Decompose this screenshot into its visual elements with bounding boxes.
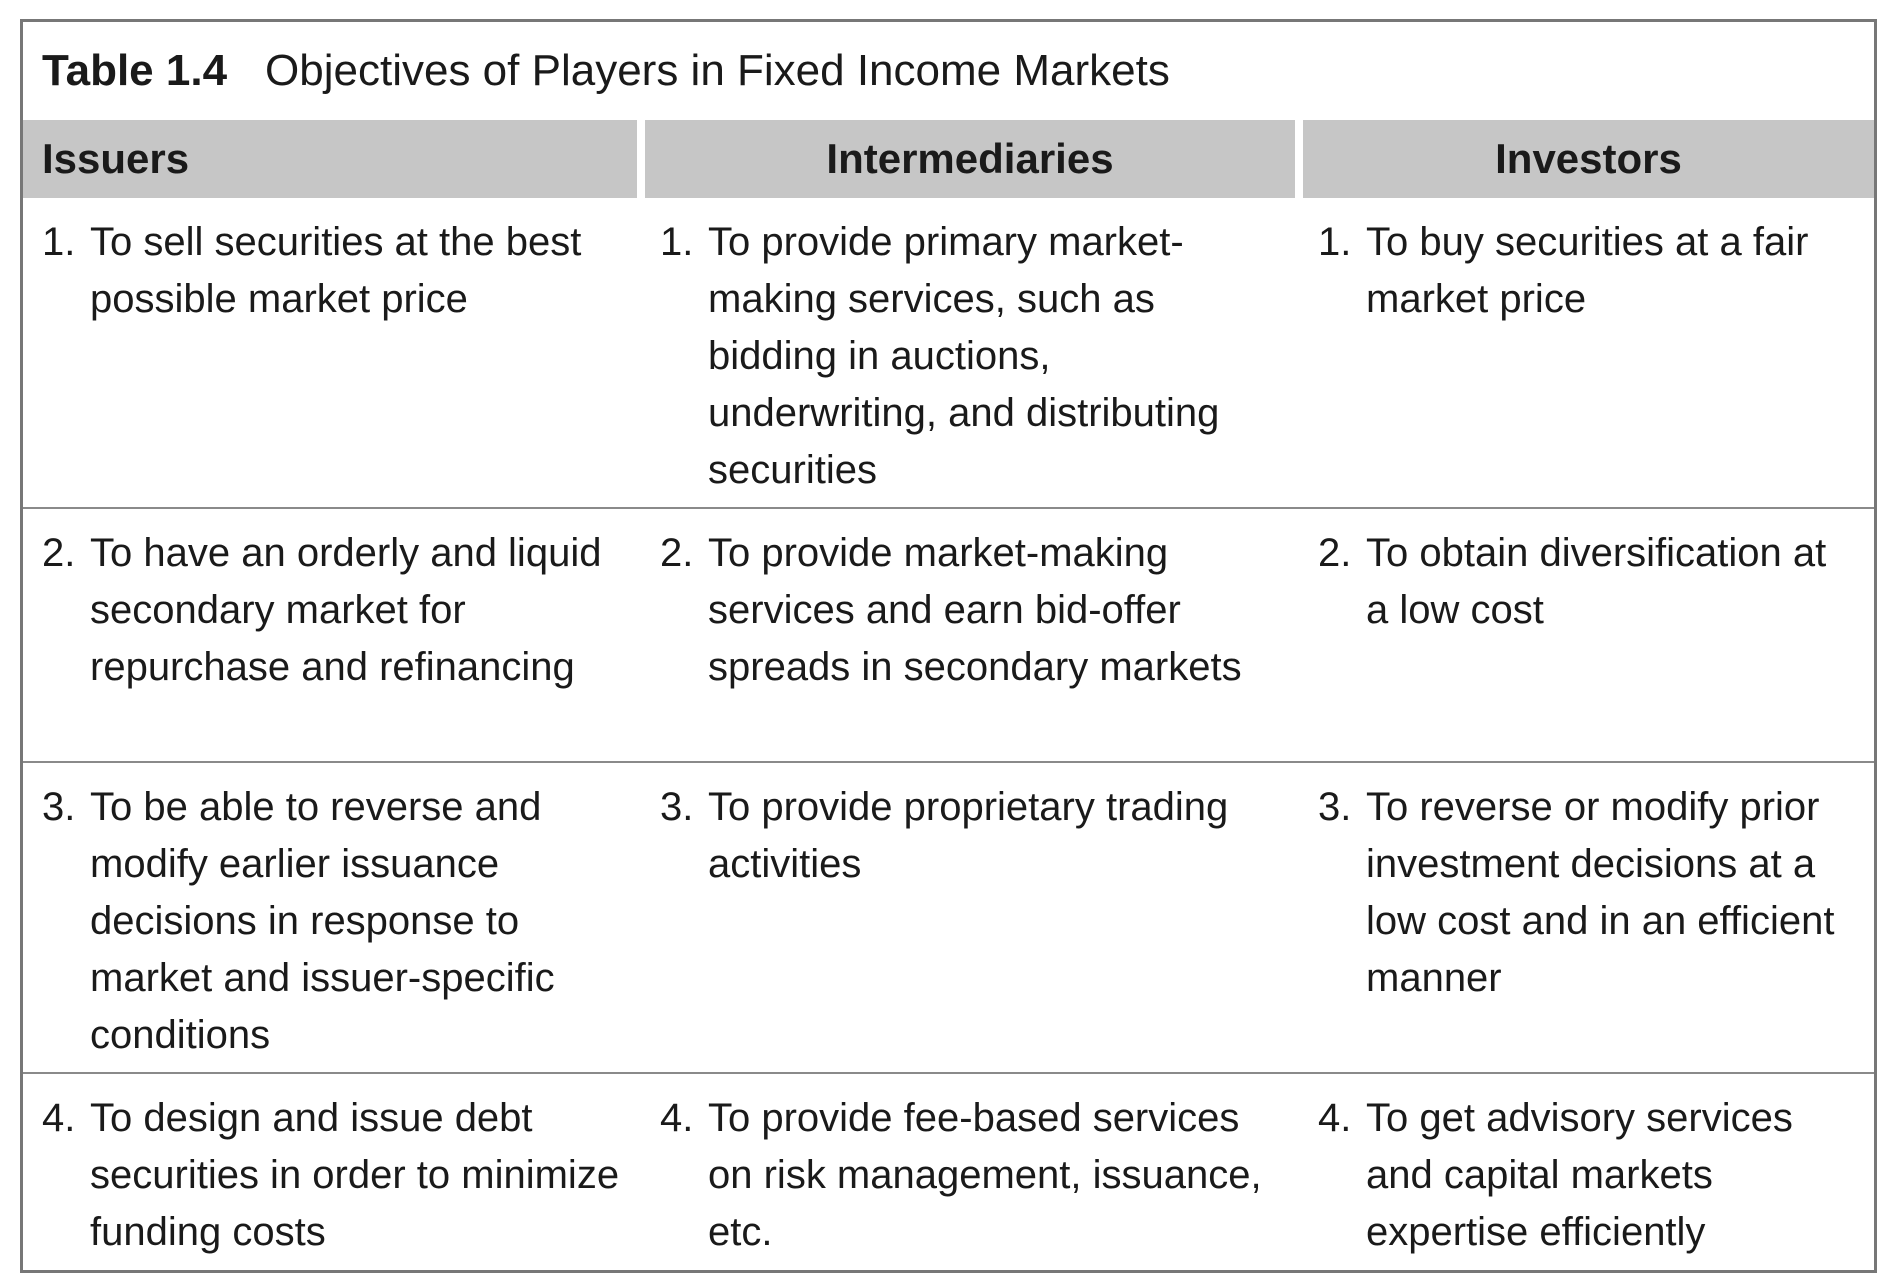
table-row: 3. To be able to reverse and modify earli…	[23, 762, 1874, 1074]
table-caption: Table 1.4 Objectives of Players in Fixed…	[23, 22, 1874, 120]
table-cell: 1. To sell securities at the best possibl…	[23, 198, 641, 509]
item-number: 3.	[42, 785, 76, 829]
item-number: 2.	[1318, 531, 1352, 575]
table-cell: 3. To provide proprietary trading activit…	[641, 762, 1299, 1074]
table-cell: 1. To provide primary market-making servi…	[641, 198, 1299, 509]
table-cell: 3. To reverse or modify prior investment …	[1299, 762, 1874, 1074]
item-text: To obtain diversification at a low cost	[1366, 531, 1827, 632]
item-number: 4.	[1318, 1096, 1352, 1140]
item-text: To design and issue debt securities in o…	[90, 1096, 620, 1254]
item-text: To reverse or modify prior investment de…	[1366, 785, 1835, 1000]
table-frame: Table 1.4 Objectives of Players in Fixed…	[20, 19, 1877, 1273]
item-text: To be able to reverse and modify earlier…	[90, 785, 555, 1057]
item-text: To provide proprietary trading activitie…	[708, 785, 1229, 886]
item-number: 4.	[42, 1096, 76, 1140]
item-number: 3.	[660, 785, 694, 829]
table-cell: 2. To provide market-making services and …	[641, 508, 1299, 763]
item-number: 2.	[42, 531, 76, 575]
header-row: Issuers Intermediaries Investors	[23, 120, 1874, 198]
table-cell: 4. To design and issue debt securities in…	[23, 1073, 641, 1270]
item-text: To buy securities at a fair market price	[1366, 220, 1809, 321]
item-text: To get advisory services and capital mar…	[1366, 1096, 1793, 1254]
item-number: 1.	[1318, 220, 1352, 264]
table-title: Objectives of Players in Fixed Income Ma…	[265, 46, 1170, 95]
item-text: To sell securities at the best possible …	[90, 220, 582, 321]
table-row: 4. To design and issue debt securities in…	[23, 1073, 1874, 1270]
column-header-investors: Investors	[1299, 120, 1874, 198]
table-row: 2. To have an orderly and liquid secondar…	[23, 508, 1874, 763]
item-number: 1.	[660, 220, 694, 264]
table-cell: 2. To have an orderly and liquid secondar…	[23, 508, 641, 763]
item-number: 1.	[42, 220, 76, 264]
item-text: To provide market-making services and ea…	[708, 531, 1242, 689]
column-header-intermediaries: Intermediaries	[641, 120, 1303, 198]
table-number: Table 1.4	[42, 46, 228, 95]
item-number: 4.	[660, 1096, 694, 1140]
item-text: To provide primary market-making service…	[708, 220, 1220, 492]
item-text: To have an orderly and liquid secondary …	[90, 531, 602, 689]
table-cell: 4. To get advisory services and capital m…	[1299, 1073, 1874, 1270]
column-header-issuers: Issuers	[23, 120, 645, 198]
table-cell: 1. To buy securities at a fair market pri…	[1299, 198, 1874, 509]
table-cell: 3. To be able to reverse and modify earli…	[23, 762, 641, 1074]
item-number: 3.	[1318, 785, 1352, 829]
objectives-table: Issuers Intermediaries Investors 1. To se…	[23, 120, 1874, 1270]
table-cell: 4. To provide fee-based services on risk …	[641, 1073, 1299, 1270]
item-number: 2.	[660, 531, 694, 575]
table-row: 1. To sell securities at the best possibl…	[23, 198, 1874, 509]
table-cell: 2. To obtain diversification at a low cos…	[1299, 508, 1874, 763]
item-text: To provide fee-based services on risk ma…	[708, 1096, 1262, 1254]
